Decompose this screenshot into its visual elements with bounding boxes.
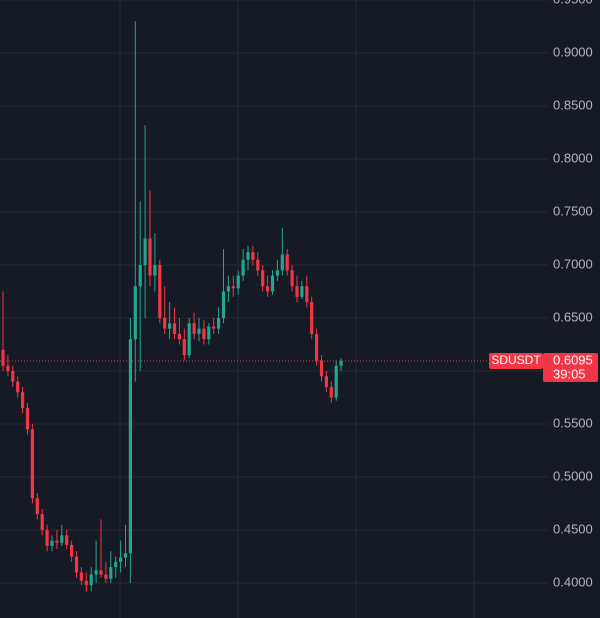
candle-body	[261, 270, 265, 287]
candle-body	[84, 580, 88, 586]
candle-body	[133, 286, 137, 340]
candle-body	[148, 238, 152, 276]
y-tick-label: 0.5500	[553, 415, 593, 430]
price-box	[543, 352, 598, 382]
candle-body	[6, 365, 10, 372]
candle-body	[143, 238, 147, 266]
candle-body	[305, 286, 309, 303]
candle-body	[319, 360, 324, 377]
candle-body	[89, 574, 93, 586]
candle-body	[55, 540, 59, 543]
candle-body	[158, 265, 162, 319]
candle-body	[217, 318, 221, 329]
candle-body	[123, 553, 128, 558]
candle-body	[30, 429, 34, 499]
symbol-box	[489, 352, 543, 369]
candle-body	[236, 275, 240, 289]
candle-body	[182, 339, 186, 356]
candle-body	[290, 270, 294, 287]
candle-body	[231, 286, 235, 289]
candle-body	[163, 318, 167, 329]
candle-body	[114, 561, 118, 568]
candle-body	[300, 286, 304, 297]
candle-body	[153, 265, 157, 276]
candle-body	[1, 349, 5, 366]
y-tick-label: 0.4500	[553, 521, 593, 536]
plot: 0.40000.45000.50000.55000.60000.65000.70…	[0, 0, 593, 592]
y-tick-label: 0.9000	[553, 44, 593, 59]
countdown-label: 39:05	[553, 366, 586, 381]
candle-body	[212, 326, 216, 329]
candle-body	[128, 339, 132, 554]
symbol-label: SDUSDT	[491, 353, 541, 367]
candle-body	[119, 557, 123, 562]
y-tick-label: 0.9500	[553, 0, 593, 6]
candle-body	[315, 333, 319, 361]
candle-body	[104, 574, 108, 579]
candle-body	[50, 540, 54, 546]
candle-body	[16, 381, 20, 393]
y-tick-label: 0.7500	[553, 203, 593, 218]
candle-body	[334, 365, 338, 398]
candle-body	[138, 265, 142, 287]
price-label: 0.6095	[553, 352, 593, 367]
y-tick-label: 0.5000	[553, 468, 593, 483]
candle-body	[339, 360, 343, 366]
candle-body	[45, 530, 49, 546]
candle-body	[310, 302, 314, 334]
candle-body	[21, 392, 25, 409]
candle-body	[177, 333, 181, 340]
candle-body	[172, 323, 177, 334]
candle-body	[295, 286, 299, 297]
candle-body	[197, 328, 201, 334]
candle-body	[275, 270, 279, 276]
candle-body	[251, 252, 255, 260]
candle-body	[11, 371, 15, 382]
candle-body	[221, 291, 226, 319]
candle-body	[40, 514, 44, 531]
candle-body	[109, 567, 113, 579]
candle-body	[35, 498, 39, 515]
candle-body	[226, 286, 230, 292]
candle-body	[70, 544, 74, 557]
candle-body	[65, 535, 69, 545]
candle-body	[324, 376, 328, 387]
candle-body	[266, 286, 270, 292]
candle-body	[192, 323, 196, 334]
candle-body	[285, 254, 289, 271]
candle-body	[241, 259, 245, 276]
candle-body	[270, 275, 275, 292]
candle-body	[246, 252, 250, 260]
candle-body	[202, 328, 206, 340]
candle-body	[74, 556, 79, 573]
candle-body	[94, 570, 98, 575]
y-tick-label: 0.7000	[553, 256, 593, 271]
candle-body	[280, 254, 284, 271]
candle-body	[329, 386, 333, 398]
candle-body	[99, 570, 103, 575]
y-tick-label: 0.8500	[553, 97, 593, 112]
candle-body	[187, 323, 191, 356]
candle-body	[168, 323, 172, 329]
candle-body	[207, 326, 211, 340]
candle-body	[60, 535, 64, 543]
candle-body	[79, 572, 83, 581]
candle-body	[256, 259, 260, 271]
y-tick-label: 0.6500	[553, 309, 593, 324]
y-tick-label: 0.8000	[553, 150, 593, 165]
y-tick-label: 0.4000	[553, 574, 593, 589]
candle-body	[25, 408, 30, 430]
